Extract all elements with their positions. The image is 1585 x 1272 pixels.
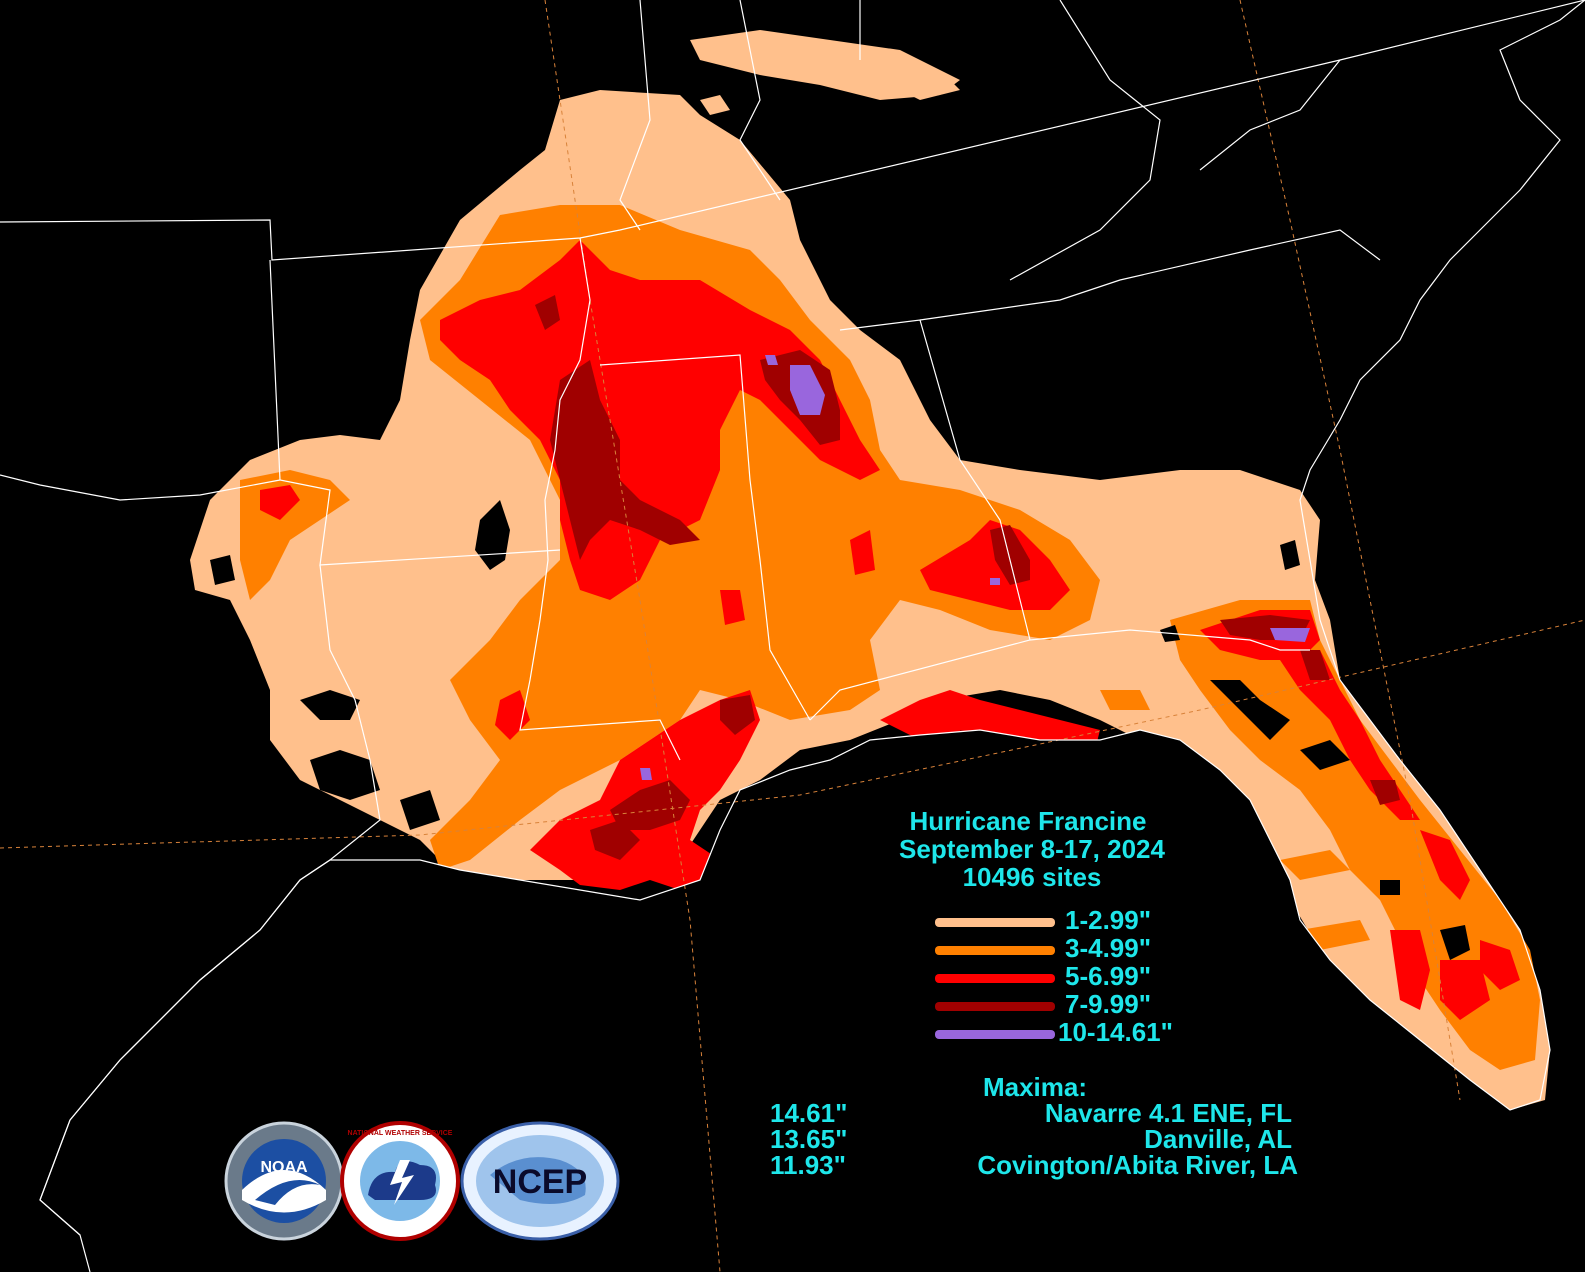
- noaa-logo: NOAA: [224, 1121, 344, 1241]
- maxima-value-3: 11.93": [770, 1150, 846, 1180]
- legend-label-1: 1-2.99": [1065, 905, 1151, 935]
- legend-swatch-4: [935, 1002, 1055, 1011]
- map-title: Hurricane Francine: [910, 806, 1147, 836]
- legend: 1-2.99" 3-4.99" 5-6.99" 7-9.99" 10-14.61…: [935, 905, 1173, 1047]
- ncep-logo: NCEP: [460, 1121, 620, 1241]
- maxima-location-1: Navarre 4.1 ENE, FL: [1045, 1098, 1292, 1128]
- maxima-value-2: 13.65": [770, 1124, 847, 1154]
- maxima-location-3: Covington/Abita River, LA: [977, 1150, 1298, 1180]
- noaa-logo-text: NOAA: [260, 1159, 308, 1176]
- ncep-logo-text: NCEP: [493, 1163, 587, 1201]
- map-date-range: September 8-17, 2024: [899, 834, 1165, 864]
- coastline: [39, 0, 1585, 1272]
- legend-label-5: 10-14.61": [1058, 1017, 1173, 1047]
- legend-label-3: 5-6.99": [1065, 961, 1151, 991]
- maxima-heading: Maxima:: [983, 1072, 1087, 1102]
- legend-label-4: 7-9.99": [1065, 989, 1151, 1019]
- nws-logo-text: NATIONAL WEATHER SERVICE: [348, 1130, 453, 1137]
- maxima-value-1: 14.61": [770, 1098, 847, 1128]
- legend-swatch-3: [935, 974, 1055, 983]
- legend-swatch-2: [935, 946, 1055, 955]
- maxima-location-2: Danville, AL: [1144, 1124, 1292, 1154]
- nws-logo: NATIONAL WEATHER SERVICE: [340, 1121, 460, 1241]
- dry-patches: [210, 500, 1470, 960]
- maxima-table: Maxima: 14.61" Navarre 4.1 ENE, FL 13.65…: [770, 1072, 1298, 1180]
- map-site-count: 10496 sites: [963, 862, 1102, 892]
- legend-label-2: 3-4.99": [1065, 933, 1151, 963]
- legend-swatch-5: [935, 1030, 1055, 1039]
- legend-swatch-1: [935, 918, 1055, 927]
